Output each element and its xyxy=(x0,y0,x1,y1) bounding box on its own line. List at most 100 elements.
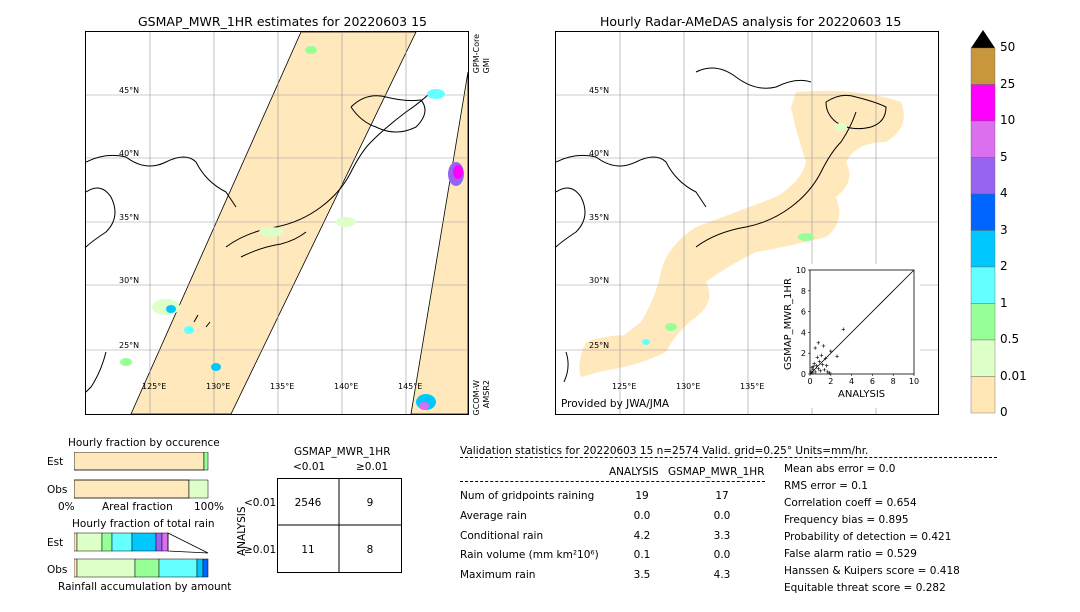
colorbar-tick-label: 4 xyxy=(1000,186,1008,200)
occurrence-bars xyxy=(74,452,209,499)
colorbar-block xyxy=(970,157,996,195)
colorbar-block xyxy=(970,120,996,158)
right-lon-label: 135°E xyxy=(740,382,765,391)
score: Correlation coeff = 0.654 xyxy=(784,497,917,509)
scatter-point xyxy=(835,354,839,359)
scatter-ytick: 4 xyxy=(801,328,806,337)
validation-divider xyxy=(460,457,997,458)
contingency-misses: 11 xyxy=(301,544,315,556)
scatter-point xyxy=(827,371,832,375)
score: Hanssen & Kuipers score = 0.418 xyxy=(784,565,960,577)
stat-label: Num of gridpoints raining xyxy=(460,490,595,502)
totalrain-obs-label: Obs xyxy=(47,564,68,576)
stat-analysis-value: 3.5 xyxy=(633,569,651,581)
colorbar-block xyxy=(970,230,996,268)
totalrain-bars xyxy=(74,532,209,578)
scatter-xtick: 8 xyxy=(891,377,896,386)
right-lon-label: 125°E xyxy=(612,382,637,391)
occurrence-bar-obs xyxy=(74,479,190,499)
scatter-point xyxy=(812,361,816,366)
right-lat-label: 35°N xyxy=(589,213,610,222)
colorbar-tick-label: 2 xyxy=(1000,259,1008,273)
scatter-point xyxy=(829,349,833,353)
left-map-canvas xyxy=(86,32,468,414)
scatter-point xyxy=(820,362,825,367)
occurrence-est-label: Est xyxy=(47,456,64,468)
left-lon-label: 140°E xyxy=(334,382,359,391)
left-lat-label: 40°N xyxy=(119,149,140,158)
scatter-ylabel: GSMAP_MWR_1HR xyxy=(783,278,794,370)
colorbar-tick-label: 0.5 xyxy=(1000,332,1020,346)
sat-top-line2: GMI xyxy=(482,58,491,74)
contingency-col1: <0.01 xyxy=(293,461,326,473)
stat-gsmap-value: 17 xyxy=(715,490,729,502)
totalrain-title: Hourly fraction of total rain xyxy=(72,518,215,530)
sat-bottom-line1: GCOM-W xyxy=(472,380,481,416)
left-lon-label: 125°E xyxy=(142,382,167,391)
contingency-side-label: ANALYSIS xyxy=(236,506,248,556)
colorbar xyxy=(970,30,996,414)
right-lat-label: 40°N xyxy=(589,149,610,158)
scatter-point xyxy=(816,341,821,345)
scatter-point xyxy=(810,365,814,370)
scatter-xtick: 2 xyxy=(828,377,833,386)
score: False alarm ratio = 0.529 xyxy=(784,548,917,560)
scatter-xtick: 10 xyxy=(909,377,919,386)
sat-top-line1: GPM-Core xyxy=(472,34,481,74)
colorbar-block xyxy=(970,303,996,341)
stat-label: Maximum rain xyxy=(460,569,536,581)
stat-gsmap-value: 3.3 xyxy=(713,530,731,542)
scatter-point xyxy=(825,370,830,374)
colorbar-block xyxy=(970,339,996,377)
scatter-point xyxy=(822,368,827,372)
contingency-hits-none: 2546 xyxy=(294,497,322,509)
sat-bottom-line2: AMSR2 xyxy=(482,380,491,409)
scatter-xtick: 4 xyxy=(849,377,854,386)
contingency-col2: ≥0.01 xyxy=(356,461,389,473)
scatter-point xyxy=(816,367,821,371)
left-lon-label: 145°E xyxy=(398,382,423,391)
colorbar-tick-label: 10 xyxy=(1000,113,1016,127)
score: RMS error = 0.1 xyxy=(784,480,868,492)
occurrence-x0: 0% xyxy=(58,501,75,513)
occurrence-bar-est xyxy=(74,452,205,471)
stat-gsmap-value: 4.3 xyxy=(713,569,731,581)
colorbar-block xyxy=(970,193,996,231)
occurrence-x1: 100% xyxy=(194,501,225,513)
stat-analysis-value: 19 xyxy=(635,490,649,502)
stat-label: Average rain xyxy=(460,510,527,522)
colorbar-tick-label: 0 xyxy=(1000,405,1008,419)
validation-divider-2 xyxy=(460,481,765,482)
stat-label: Rain volume (mm km²10⁶) xyxy=(460,549,599,561)
right-lat-label: 30°N xyxy=(589,276,610,285)
scatter-point xyxy=(809,370,813,374)
left-lat-label: 35°N xyxy=(119,213,140,222)
left-map: 45°N 40°N 35°N 30°N 25°N 125°E 130°E 135… xyxy=(85,31,469,415)
scatter-point xyxy=(815,355,820,360)
scatter-ytick: 6 xyxy=(801,308,806,317)
scatter-point xyxy=(821,344,826,348)
scatter-ytick: 2 xyxy=(801,349,806,358)
left-lat-label: 30°N xyxy=(119,276,140,285)
scatter-point xyxy=(823,356,828,361)
occurrence-bar-est-rain xyxy=(203,452,209,471)
colorbar-block xyxy=(970,84,996,122)
validation-col-gsmap: GSMAP_MWR_1HR xyxy=(668,466,765,478)
sat-label-top-2: GMI xyxy=(482,58,491,73)
validation-col-analysis: ANALYSIS xyxy=(609,466,659,478)
scatter-ytick: 8 xyxy=(801,287,806,296)
occurrence-xlabel: Areal fraction xyxy=(102,501,173,513)
right-lat-label: 45°N xyxy=(589,86,610,95)
score: Equitable threat score = 0.282 xyxy=(784,582,946,594)
stat-label: Conditional rain xyxy=(460,530,544,542)
totalrain-footer: Rainfall accumulation by amount xyxy=(58,581,232,593)
score: Mean abs error = 0.0 xyxy=(784,463,896,475)
colorbar-arrow-icon xyxy=(971,30,995,48)
scatter-point xyxy=(819,353,824,358)
scatter-point xyxy=(841,327,846,332)
left-lat-label: 25°N xyxy=(119,341,140,350)
score: Frequency bias = 0.895 xyxy=(784,514,909,526)
totalrain-est-label: Est xyxy=(47,537,64,549)
validation-header: Validation statistics for 20220603 15 n=… xyxy=(460,445,869,457)
left-lon-label: 135°E xyxy=(270,382,295,391)
